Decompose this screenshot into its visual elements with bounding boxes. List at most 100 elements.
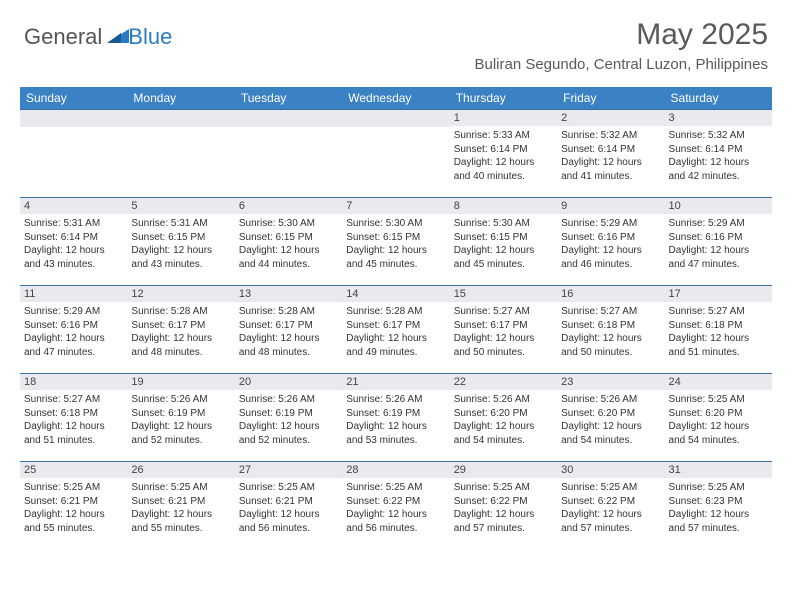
day-details: Sunrise: 5:29 AMSunset: 6:16 PMDaylight:… — [20, 302, 127, 362]
calendar-day-cell: 20Sunrise: 5:26 AMSunset: 6:19 PMDayligh… — [235, 374, 342, 462]
day-details: Sunrise: 5:31 AMSunset: 6:15 PMDaylight:… — [127, 214, 234, 274]
calendar-day-cell: 22Sunrise: 5:26 AMSunset: 6:20 PMDayligh… — [450, 374, 557, 462]
day-number: 27 — [235, 462, 342, 478]
day-details: Sunrise: 5:31 AMSunset: 6:14 PMDaylight:… — [20, 214, 127, 274]
day-number: 20 — [235, 374, 342, 390]
day-details: Sunrise: 5:25 AMSunset: 6:22 PMDaylight:… — [450, 478, 557, 538]
day-number: 28 — [342, 462, 449, 478]
empty-daynum-bar — [342, 110, 449, 127]
day-number: 10 — [665, 198, 772, 214]
month-title: May 2025 — [474, 18, 768, 52]
day-number: 5 — [127, 198, 234, 214]
day-number: 9 — [557, 198, 664, 214]
day-number: 31 — [665, 462, 772, 478]
calendar-day-cell: 11Sunrise: 5:29 AMSunset: 6:16 PMDayligh… — [20, 286, 127, 374]
calendar-day-cell — [342, 110, 449, 198]
day-details: Sunrise: 5:28 AMSunset: 6:17 PMDaylight:… — [235, 302, 342, 362]
day-details: Sunrise: 5:26 AMSunset: 6:20 PMDaylight:… — [450, 390, 557, 450]
day-number: 7 — [342, 198, 449, 214]
calendar-day-cell: 25Sunrise: 5:25 AMSunset: 6:21 PMDayligh… — [20, 462, 127, 550]
logo-triangle-icon — [107, 27, 129, 48]
day-number: 22 — [450, 374, 557, 390]
day-details: Sunrise: 5:25 AMSunset: 6:23 PMDaylight:… — [665, 478, 772, 538]
calendar-day-cell: 31Sunrise: 5:25 AMSunset: 6:23 PMDayligh… — [665, 462, 772, 550]
day-header: Tuesday — [235, 87, 342, 110]
day-details: Sunrise: 5:30 AMSunset: 6:15 PMDaylight:… — [342, 214, 449, 274]
calendar-day-cell — [235, 110, 342, 198]
calendar-day-cell: 5Sunrise: 5:31 AMSunset: 6:15 PMDaylight… — [127, 198, 234, 286]
day-details: Sunrise: 5:25 AMSunset: 6:22 PMDaylight:… — [557, 478, 664, 538]
day-number: 6 — [235, 198, 342, 214]
day-details: Sunrise: 5:26 AMSunset: 6:19 PMDaylight:… — [235, 390, 342, 450]
day-number: 4 — [20, 198, 127, 214]
calendar-day-cell: 29Sunrise: 5:25 AMSunset: 6:22 PMDayligh… — [450, 462, 557, 550]
location-subtitle: Buliran Segundo, Central Luzon, Philippi… — [474, 56, 768, 73]
calendar-day-cell: 8Sunrise: 5:30 AMSunset: 6:15 PMDaylight… — [450, 198, 557, 286]
title-block: May 2025 Buliran Segundo, Central Luzon,… — [474, 18, 768, 73]
day-details: Sunrise: 5:25 AMSunset: 6:20 PMDaylight:… — [665, 390, 772, 450]
calendar-day-cell: 23Sunrise: 5:26 AMSunset: 6:20 PMDayligh… — [557, 374, 664, 462]
day-details: Sunrise: 5:29 AMSunset: 6:16 PMDaylight:… — [557, 214, 664, 274]
calendar-day-cell: 27Sunrise: 5:25 AMSunset: 6:21 PMDayligh… — [235, 462, 342, 550]
day-details: Sunrise: 5:27 AMSunset: 6:17 PMDaylight:… — [450, 302, 557, 362]
day-number: 11 — [20, 286, 127, 302]
calendar-week-row: 11Sunrise: 5:29 AMSunset: 6:16 PMDayligh… — [20, 286, 772, 374]
day-details: Sunrise: 5:32 AMSunset: 6:14 PMDaylight:… — [665, 126, 772, 186]
day-details: Sunrise: 5:25 AMSunset: 6:21 PMDaylight:… — [127, 478, 234, 538]
day-number: 25 — [20, 462, 127, 478]
calendar-day-cell: 12Sunrise: 5:28 AMSunset: 6:17 PMDayligh… — [127, 286, 234, 374]
calendar-day-cell: 7Sunrise: 5:30 AMSunset: 6:15 PMDaylight… — [342, 198, 449, 286]
day-details: Sunrise: 5:25 AMSunset: 6:21 PMDaylight:… — [20, 478, 127, 538]
empty-daynum-bar — [235, 110, 342, 127]
day-number: 23 — [557, 374, 664, 390]
calendar-day-cell: 4Sunrise: 5:31 AMSunset: 6:14 PMDaylight… — [20, 198, 127, 286]
day-number: 8 — [450, 198, 557, 214]
day-details: Sunrise: 5:26 AMSunset: 6:19 PMDaylight:… — [127, 390, 234, 450]
day-number: 21 — [342, 374, 449, 390]
day-details: Sunrise: 5:29 AMSunset: 6:16 PMDaylight:… — [665, 214, 772, 274]
day-number: 13 — [235, 286, 342, 302]
calendar-day-cell: 15Sunrise: 5:27 AMSunset: 6:17 PMDayligh… — [450, 286, 557, 374]
day-details: Sunrise: 5:33 AMSunset: 6:14 PMDaylight:… — [450, 126, 557, 186]
day-header: Friday — [557, 87, 664, 110]
day-number: 15 — [450, 286, 557, 302]
day-details: Sunrise: 5:25 AMSunset: 6:22 PMDaylight:… — [342, 478, 449, 538]
calendar-week-row: 4Sunrise: 5:31 AMSunset: 6:14 PMDaylight… — [20, 198, 772, 286]
day-details: Sunrise: 5:30 AMSunset: 6:15 PMDaylight:… — [235, 214, 342, 274]
calendar-day-cell: 1Sunrise: 5:33 AMSunset: 6:14 PMDaylight… — [450, 110, 557, 198]
calendar-day-cell — [127, 110, 234, 198]
calendar-day-cell: 6Sunrise: 5:30 AMSunset: 6:15 PMDaylight… — [235, 198, 342, 286]
calendar-day-cell: 2Sunrise: 5:32 AMSunset: 6:14 PMDaylight… — [557, 110, 664, 198]
day-number: 19 — [127, 374, 234, 390]
calendar-day-cell: 18Sunrise: 5:27 AMSunset: 6:18 PMDayligh… — [20, 374, 127, 462]
day-header: Sunday — [20, 87, 127, 110]
day-details: Sunrise: 5:27 AMSunset: 6:18 PMDaylight:… — [20, 390, 127, 450]
calendar-day-cell: 24Sunrise: 5:25 AMSunset: 6:20 PMDayligh… — [665, 374, 772, 462]
day-number: 16 — [557, 286, 664, 302]
day-details: Sunrise: 5:27 AMSunset: 6:18 PMDaylight:… — [557, 302, 664, 362]
day-details: Sunrise: 5:26 AMSunset: 6:20 PMDaylight:… — [557, 390, 664, 450]
logo-text-general: General — [24, 24, 102, 50]
calendar-day-cell: 10Sunrise: 5:29 AMSunset: 6:16 PMDayligh… — [665, 198, 772, 286]
calendar-day-cell: 16Sunrise: 5:27 AMSunset: 6:18 PMDayligh… — [557, 286, 664, 374]
calendar-day-cell: 3Sunrise: 5:32 AMSunset: 6:14 PMDaylight… — [665, 110, 772, 198]
calendar-day-cell: 17Sunrise: 5:27 AMSunset: 6:18 PMDayligh… — [665, 286, 772, 374]
day-details: Sunrise: 5:25 AMSunset: 6:21 PMDaylight:… — [235, 478, 342, 538]
logo-text-blue: Blue — [128, 24, 172, 50]
calendar-week-row: 1Sunrise: 5:33 AMSunset: 6:14 PMDaylight… — [20, 110, 772, 198]
page-header: General Blue May 2025 Buliran Segundo, C… — [0, 0, 792, 79]
calendar-day-cell: 9Sunrise: 5:29 AMSunset: 6:16 PMDaylight… — [557, 198, 664, 286]
calendar-week-row: 18Sunrise: 5:27 AMSunset: 6:18 PMDayligh… — [20, 374, 772, 462]
calendar-day-cell: 13Sunrise: 5:28 AMSunset: 6:17 PMDayligh… — [235, 286, 342, 374]
calendar-week-row: 25Sunrise: 5:25 AMSunset: 6:21 PMDayligh… — [20, 462, 772, 550]
calendar-header-row: Sunday Monday Tuesday Wednesday Thursday… — [20, 87, 772, 110]
day-details: Sunrise: 5:28 AMSunset: 6:17 PMDaylight:… — [342, 302, 449, 362]
day-number: 12 — [127, 286, 234, 302]
day-header: Wednesday — [342, 87, 449, 110]
day-details: Sunrise: 5:32 AMSunset: 6:14 PMDaylight:… — [557, 126, 664, 186]
day-number: 29 — [450, 462, 557, 478]
day-number: 24 — [665, 374, 772, 390]
calendar-body: 1Sunrise: 5:33 AMSunset: 6:14 PMDaylight… — [20, 110, 772, 550]
calendar-day-cell: 28Sunrise: 5:25 AMSunset: 6:22 PMDayligh… — [342, 462, 449, 550]
day-header: Monday — [127, 87, 234, 110]
